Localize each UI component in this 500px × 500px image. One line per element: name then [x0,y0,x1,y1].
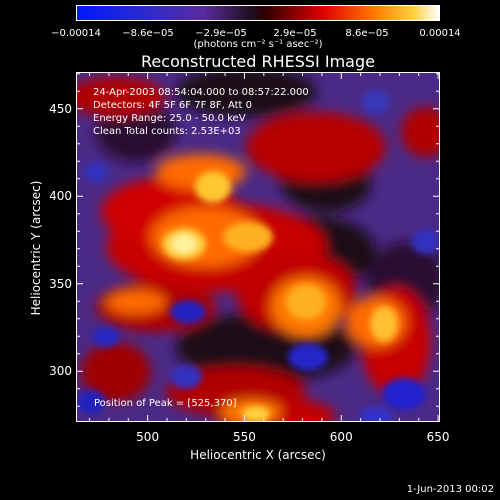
colorbar-tick-label: 2.9e−05 [273,28,317,39]
colorbar-tick-label: −2.9e−05 [195,28,247,39]
colorbar-unit-label: (photons cm⁻² s⁻¹ asec⁻²) [193,39,323,50]
x-tick-label: 650 [426,430,450,444]
y-tick-label: 300 [49,364,72,379]
x-tick-label: 500 [136,430,160,444]
colorbar-tick-label: 8.6e−05 [345,28,389,39]
energy-range-label: Energy Range: 25.0 - 50.0 keV [93,113,246,124]
colorbar-tick-label: −0.00014 [51,28,101,39]
y-tick-label: 400 [49,189,72,204]
y-axis-ticks [76,73,440,407]
peak-position-label: Position of Peak = [525,370] [94,398,237,409]
x-tick-label: 600 [329,430,353,444]
chart-title: Reconstructed RHESSI Image [141,52,375,71]
y-tick-label: 450 [49,101,72,116]
heatmap-plot [76,72,440,422]
x-axis-ticks [89,72,439,422]
detectors-label: Detectors: 4F 5F 6F 7F 8F, Att 0 [93,100,253,111]
colorbar-tick-label: 0.00014 [419,28,461,39]
y-axis-label: Heliocentric Y (arcsec) [29,180,43,316]
y-tick-label: 350 [49,276,72,291]
x-axis-label: Heliocentric X (arcsec) [190,448,326,462]
time-range-label: 24-Apr-2003 08:54:04.000 to 08:57:22.000 [93,87,309,98]
generation-date: 1-Jun-2013 00:02 [406,484,494,495]
x-tick-label: 550 [232,430,256,444]
total-counts-label: Clean Total counts: 2.53E+03 [93,126,241,137]
colorbar [76,5,440,21]
colorbar-tick-label: −8.6e−05 [122,28,174,39]
